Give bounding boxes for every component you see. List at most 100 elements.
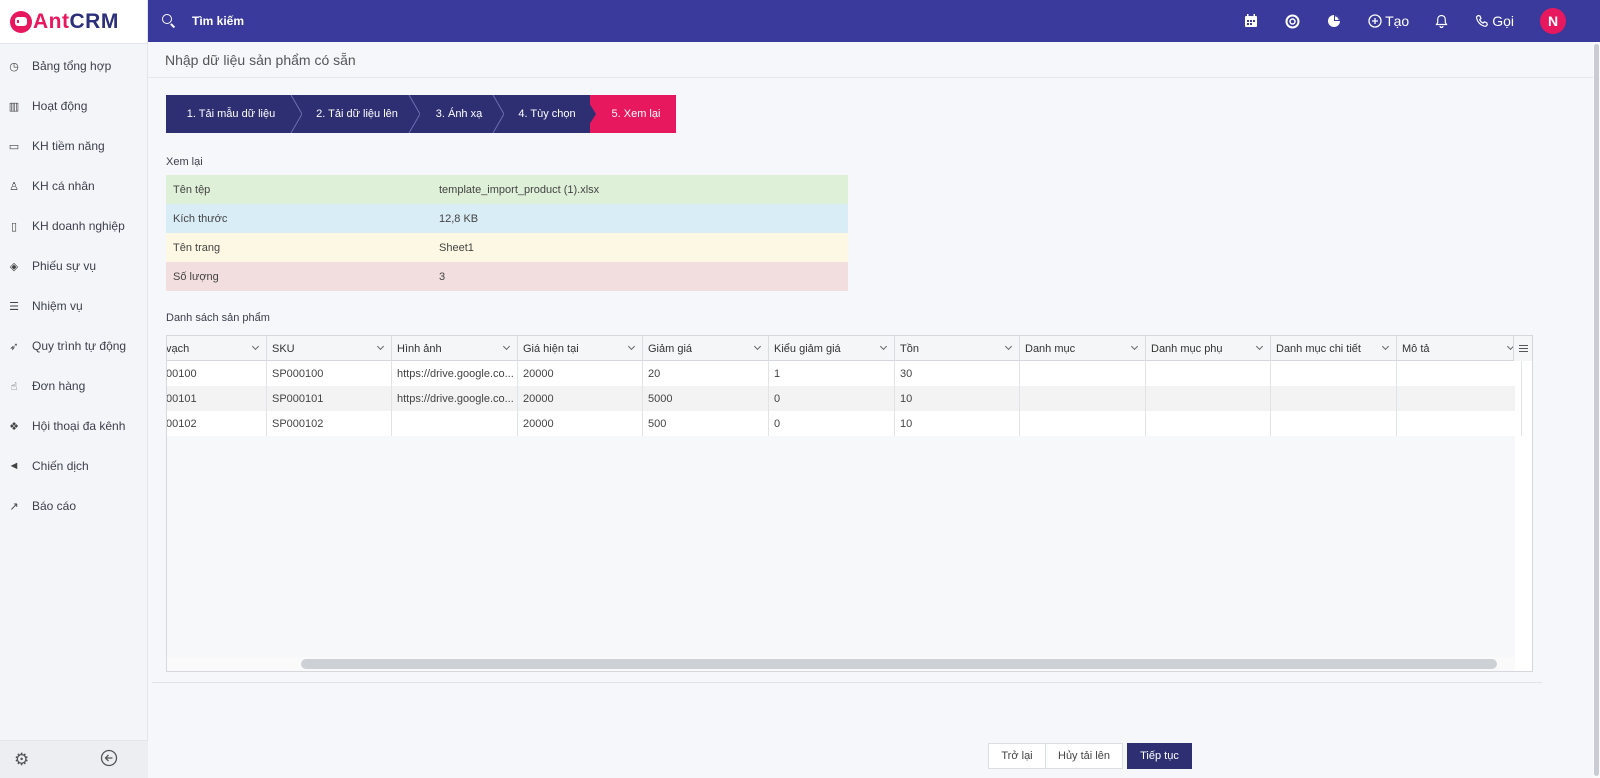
sidebar-item-individual-customers[interactable]: ♙ KH cá nhân (0, 166, 147, 206)
table-cell[interactable]: 10 (895, 386, 1020, 411)
grid-column-header[interactable]: Danh mục chi tiết (1271, 336, 1397, 361)
chevron-down-icon[interactable] (1255, 342, 1264, 351)
table-cell[interactable]: 500 (643, 411, 769, 436)
table-cell[interactable]: 00102 (167, 411, 267, 436)
table-cell[interactable] (1020, 361, 1146, 386)
pie-chart-icon[interactable] (1327, 14, 1341, 28)
user-avatar[interactable]: N (1540, 8, 1566, 34)
chevron-down-icon[interactable] (1381, 342, 1390, 351)
create-button[interactable]: Tạo (1368, 13, 1409, 29)
search-input[interactable]: Tìm kiếm (192, 14, 245, 28)
table-cell[interactable]: https://drive.google.co... (392, 386, 518, 411)
table-cell[interactable]: 0 (769, 411, 895, 436)
grid-column-header[interactable]: Giảm giá (643, 336, 769, 361)
review-heading: Xem lại (166, 156, 203, 168)
table-cell[interactable]: 00100 (167, 361, 267, 386)
grid-column-header[interactable]: Kiểu giảm giá (769, 336, 895, 361)
table-cell[interactable] (1146, 411, 1271, 436)
call-button[interactable]: Gọi (1475, 13, 1514, 29)
table-cell[interactable]: 20000 (518, 361, 643, 386)
grid-column-header[interactable]: Danh mục phụ (1146, 336, 1271, 361)
sidebar-item-automation[interactable]: ➶ Quy trình tự động (0, 326, 147, 366)
table-cell[interactable] (1271, 361, 1397, 386)
cancel-upload-button[interactable]: Hủy tải lên (1046, 743, 1123, 769)
sidebar-item-leads[interactable]: ▭ KH tiềm năng (0, 126, 147, 166)
task-list-icon: ☰ (9, 300, 19, 313)
table-cell[interactable]: SP000100 (267, 361, 392, 386)
step-download-template[interactable]: 1. Tải mẫu dữ liệu (166, 95, 302, 133)
calendar-icon[interactable] (1244, 14, 1258, 28)
sidebar-item-business-customers[interactable]: ▯ KH doanh nghiệp (0, 206, 147, 246)
table-cell[interactable]: 1 (769, 361, 895, 386)
table-row[interactable]: 00101 SP000101 https://drive.google.co... 2… (167, 386, 1522, 411)
sidebar-item-campaigns[interactable]: ◄ Chiến dịch (0, 446, 147, 486)
step-options[interactable]: 4. Tùy chọn (498, 95, 596, 133)
table-cell[interactable] (1020, 386, 1146, 411)
step-review-active[interactable]: 5. Xem lại (590, 95, 676, 133)
table-cell[interactable]: 20000 (518, 386, 643, 411)
chevron-down-icon[interactable] (376, 342, 385, 351)
sidebar-item-tickets[interactable]: ◈ Phiếu sự vụ (0, 246, 147, 286)
table-cell[interactable]: 10 (895, 411, 1020, 436)
search-icon[interactable] (162, 14, 176, 28)
grid-column-header[interactable]: Danh mục (1020, 336, 1146, 361)
sidebar-item-reports[interactable]: ↗ Báo cáo (0, 486, 147, 526)
table-cell[interactable]: 20000 (518, 411, 643, 436)
table-cell[interactable] (1397, 361, 1522, 386)
grid-column-menu-button[interactable] (1513, 336, 1532, 361)
chevron-down-icon[interactable] (627, 342, 636, 351)
table-cell[interactable]: 00101 (167, 386, 267, 411)
chevron-down-icon[interactable] (502, 342, 511, 351)
sidebar-item-activities[interactable]: ▥ Hoạt động (0, 86, 147, 126)
table-cell[interactable]: 20 (643, 361, 769, 386)
step-mapping[interactable]: 3. Ánh xạ (414, 95, 504, 133)
table-cell[interactable]: 5000 (643, 386, 769, 411)
collapse-arrow-icon[interactable] (100, 749, 118, 770)
table-cell[interactable] (1397, 411, 1522, 436)
table-cell[interactable] (1271, 411, 1397, 436)
grid-horizontal-scrollbar[interactable] (167, 657, 1515, 671)
grid-column-header[interactable]: SKU (267, 336, 392, 361)
table-row[interactable]: 00100 SP000100 https://drive.google.co... 2… (167, 361, 1522, 386)
step-label: 1. Tải mẫu dữ liệu (186, 108, 276, 120)
continue-button[interactable]: Tiếp tục (1127, 743, 1192, 769)
table-cell[interactable] (1146, 361, 1271, 386)
bell-icon[interactable] (1435, 14, 1448, 28)
sidebar-item-dashboard[interactable]: ◷ Bảng tổng hợp (0, 46, 147, 86)
table-cell[interactable]: https://drive.google.co... (392, 361, 518, 386)
grid-column-header[interactable]: Giá hiện tại (518, 336, 643, 361)
page-header: Nhập dữ liệu sản phẩm có sẵn (148, 42, 1593, 78)
sidebar-item-orders[interactable]: ☝ Đơn hàng (0, 366, 147, 406)
column-header-label: Kiểu giảm giá (774, 342, 841, 355)
page-scrollbar-thumb[interactable] (1594, 44, 1599, 776)
table-cell[interactable] (1020, 411, 1146, 436)
chevron-down-icon[interactable] (1004, 342, 1013, 351)
chevron-down-icon[interactable] (251, 342, 260, 351)
table-cell[interactable] (1271, 386, 1397, 411)
back-button[interactable]: Trở lại (988, 743, 1046, 769)
sidebar-item-omnichannel[interactable]: ❖ Hội thoại đa kênh (0, 406, 147, 446)
table-cell[interactable]: SP000102 (267, 411, 392, 436)
table-cell[interactable] (1146, 386, 1271, 411)
settings-gear-icon[interactable]: ⚙ (14, 749, 30, 769)
table-cell[interactable] (1397, 386, 1522, 411)
app-logo[interactable]: AntCRM (0, 0, 147, 44)
sidebar-item-tasks[interactable]: ☰ Nhiệm vụ (0, 286, 147, 326)
grid-column-header[interactable]: Mô tả (1397, 336, 1522, 361)
person-icon: ♙ (9, 180, 19, 193)
grid-column-header[interactable]: Hình ảnh (392, 336, 518, 361)
chevron-down-icon[interactable] (1130, 342, 1139, 351)
table-cell[interactable] (392, 411, 518, 436)
table-cell[interactable]: SP000101 (267, 386, 392, 411)
step-upload-data[interactable]: 2. Tải dữ liệu lên (296, 95, 420, 133)
table-cell[interactable]: 0 (769, 386, 895, 411)
grid-column-header[interactable]: Tồn (895, 336, 1020, 361)
chevron-down-icon[interactable] (753, 342, 762, 351)
support-lifebuoy-icon[interactable] (1285, 14, 1300, 29)
chevron-down-icon[interactable] (879, 342, 888, 351)
table-cell[interactable]: 30 (895, 361, 1020, 386)
grid-scrollbar-thumb[interactable] (301, 659, 1497, 669)
table-row[interactable]: 00102 SP000102 20000 500 0 10 (167, 411, 1522, 436)
page-scrollbar[interactable] (1593, 42, 1600, 778)
grid-column-header[interactable]: vạch (167, 336, 267, 361)
